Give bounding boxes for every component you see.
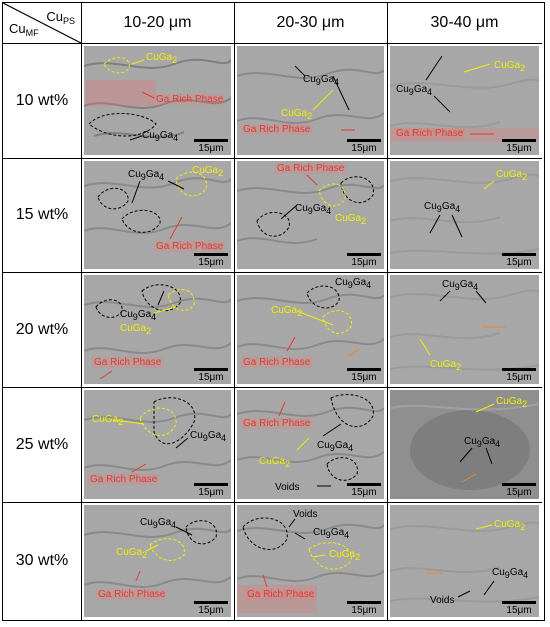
label-cuga2: CuGa2 <box>146 52 178 65</box>
scale-bar: 15μm <box>347 253 381 268</box>
label-cuga2: CuGa2 <box>92 414 124 427</box>
label-cu9ga4: Cu9Ga4 <box>464 436 501 449</box>
column-header-30-40: 30-40 μm <box>387 3 542 44</box>
label-cu9ga4: Cu9Ga4 <box>396 84 433 97</box>
label-cuga2: CuGa2 <box>116 547 148 560</box>
label-ga-rich-phase: Ga Rich Phase <box>88 474 160 485</box>
micrograph-r1-c1: CuGa2 Ga Rich Phase Cu9Ga4 15μm <box>81 43 235 159</box>
label-cuga2: CuGa2 <box>494 519 526 532</box>
label-cuga2: CuGa2 <box>120 323 152 336</box>
label-cu9ga4: Cu9Ga4 <box>142 130 179 143</box>
row-header-30wt: 30 wt% <box>3 502 82 620</box>
micrograph-figure: CuPS CuMF 10-20 μm 20-30 μm 30-40 μm 10 … <box>2 2 545 621</box>
scale-bar: 15μm <box>347 139 381 154</box>
scale-bar: 15μm <box>502 483 536 498</box>
label-cu9ga4: Cu9Ga4 <box>295 203 332 216</box>
label-cuga2: CuGa2 <box>496 396 528 409</box>
label-ga-rich-phase: Ga Rich Phase <box>275 163 347 174</box>
row-header-15wt: 15 wt% <box>3 158 82 273</box>
label-voids: Voids <box>293 509 318 520</box>
scale-bar: 15μm <box>194 601 228 616</box>
micrograph-r1-c3: Cu9Ga4 CuGa2 Ga Rich Phase 15μm <box>387 43 542 159</box>
scale-bar: 15μm <box>502 368 536 383</box>
scale-bar: 15μm <box>194 253 228 268</box>
micrograph-r5-c2: Voids Cu9Ga4 CuGa2 Ga Rich Phase 15μm <box>234 502 388 620</box>
label-cu9ga4: Cu9Ga4 <box>120 309 157 322</box>
label-ga-rich-phase: Ga Rich Phase <box>394 128 466 139</box>
corner-diagonal <box>3 3 81 43</box>
row-header-10wt: 10 wt% <box>3 43 82 159</box>
scale-bar: 15μm <box>194 483 228 498</box>
label-ga-rich-phase: Ga Rich Phase <box>241 124 313 135</box>
label-cuga2: CuGa2 <box>329 549 361 562</box>
micrograph-r2-c2: Ga Rich Phase Cu9Ga4 CuGa2 15μm <box>234 158 388 273</box>
label-cuga2: CuGa2 <box>496 169 528 182</box>
micrograph-r1-c2: Cu9Ga4 CuGa2 Ga Rich Phase 15μm <box>234 43 388 159</box>
row-header-25wt: 25 wt% <box>3 387 82 503</box>
label-cu9ga4: Cu9Ga4 <box>424 201 461 214</box>
scale-bar: 15μm <box>347 601 381 616</box>
label-ga-rich-phase: Ga Rich Phase <box>241 418 313 429</box>
label-cu9ga4: Cu9Ga4 <box>128 169 165 182</box>
micrograph-r5-c3: CuGa2 Cu9Ga4 Voids 15μm <box>387 502 542 620</box>
label-cu9ga4: Cu9Ga4 <box>492 567 529 580</box>
micrograph-r4-c1: CuGa2 Cu9Ga4 Ga Rich Phase 15μm <box>81 387 235 503</box>
label-voids: Voids <box>275 482 300 493</box>
micrograph-r3-c3: Cu9Ga4 CuGa2 15μm <box>387 272 542 388</box>
cu-ps-label: CuPS <box>46 9 75 26</box>
scale-bar: 15μm <box>347 368 381 383</box>
scale-bar: 15μm <box>502 139 536 154</box>
label-ga-rich-phase: Ga Rich Phase <box>245 589 317 600</box>
label-ga-rich-phase: Ga Rich Phase <box>154 241 226 252</box>
column-header-10-20: 10-20 μm <box>81 3 235 44</box>
label-cu9ga4: Cu9Ga4 <box>140 517 177 530</box>
micrograph-r2-c1: Cu9Ga4 CuGa2 Ga Rich Phase 15μm <box>81 158 235 273</box>
micrograph-r3-c2: Cu9Ga4 CuGa2 Ga Rich Phase 15μm <box>234 272 388 388</box>
label-cuga2: CuGa2 <box>281 108 313 121</box>
label-cuga2: CuGa2 <box>271 305 303 318</box>
micrograph-r5-c1: Cu9Ga4 CuGa2 Ga Rich Phase 15μm <box>81 502 235 620</box>
label-cuga2: CuGa2 <box>335 213 367 226</box>
column-header-20-30: 20-30 μm <box>234 3 388 44</box>
label-cu9ga4: Cu9Ga4 <box>303 74 340 87</box>
label-cuga2: CuGa2 <box>430 359 462 372</box>
corner-header: CuPS CuMF <box>3 3 82 44</box>
micrograph-r4-c3: CuGa2 Cu9Ga4 15μm <box>387 387 542 503</box>
cu-mf-label: CuMF <box>9 21 39 38</box>
label-cuga2: CuGa2 <box>494 60 526 73</box>
label-cuga2: CuGa2 <box>192 165 224 178</box>
row-header-20wt: 20 wt% <box>3 272 82 388</box>
label-ga-rich-phase: Ga Rich Phase <box>241 357 313 368</box>
label-cu9ga4: Cu9Ga4 <box>190 430 227 443</box>
label-cu9ga4: Cu9Ga4 <box>317 440 354 453</box>
scale-bar: 15μm <box>194 139 228 154</box>
scale-bar: 15μm <box>194 368 228 383</box>
label-cu9ga4: Cu9Ga4 <box>335 277 372 290</box>
micrograph-r4-c2: Ga Rich Phase Cu9Ga4 CuGa2 Voids 15μm <box>234 387 388 503</box>
label-cu9ga4: Cu9Ga4 <box>442 279 479 292</box>
scale-bar: 15μm <box>502 601 536 616</box>
micrograph-r3-c1: Cu9Ga4 CuGa2 Ga Rich Phase 15μm <box>81 272 235 388</box>
scale-bar: 15μm <box>502 253 536 268</box>
label-cu9ga4: Cu9Ga4 <box>313 527 350 540</box>
label-cuga2: CuGa2 <box>259 456 291 469</box>
label-ga-rich-phase: Ga Rich Phase <box>96 589 168 600</box>
label-ga-rich-phase: Ga Rich Phase <box>154 94 226 105</box>
micrograph-r2-c3: Cu9Ga4 CuGa2 15μm <box>387 158 542 273</box>
label-voids: Voids <box>430 595 455 606</box>
label-ga-rich-phase: Ga Rich Phase <box>92 357 164 368</box>
scale-bar: 15μm <box>347 483 381 498</box>
